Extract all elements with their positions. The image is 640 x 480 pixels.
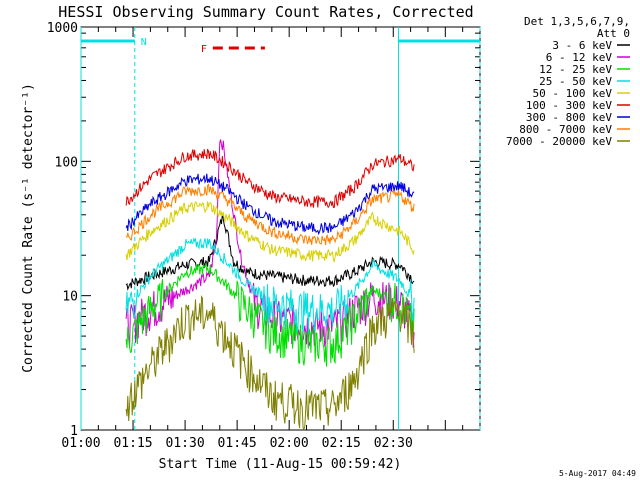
legend-label: 6 - 12 keV xyxy=(546,51,613,64)
legend-label: 7000 - 20000 keV xyxy=(506,135,612,148)
x-tick-label: 01:15 xyxy=(113,436,152,451)
legend-label: 25 - 50 keV xyxy=(539,75,612,88)
y-tick-label: 10 xyxy=(62,290,78,305)
y-tick-label: 1 xyxy=(70,424,78,439)
series-line xyxy=(125,139,415,349)
y-axis-label: Corrected Count Rate (s⁻¹ detector⁻¹) xyxy=(21,83,36,373)
x-axis-label: Start Time (11-Aug-15 00:59:42) xyxy=(159,457,402,472)
series-line xyxy=(125,237,415,334)
legend-label: 50 - 100 keV xyxy=(533,87,613,100)
series-line xyxy=(125,148,415,209)
night-label: N xyxy=(141,37,147,48)
legend-header-line2: Att 0 xyxy=(597,27,630,40)
series-line xyxy=(125,173,415,236)
x-tick-label: 02:15 xyxy=(322,436,361,451)
y-tick-label: 100 xyxy=(55,155,78,170)
x-tick-label: 02:30 xyxy=(374,436,413,451)
series-line xyxy=(125,201,415,263)
night-markers: N xyxy=(80,27,481,430)
series-line xyxy=(125,295,415,431)
plot-frame xyxy=(80,26,481,431)
x-tick-label: 01:30 xyxy=(166,436,205,451)
series-line xyxy=(125,183,415,246)
legend-label: 300 - 800 keV xyxy=(526,111,612,124)
series-line xyxy=(125,262,415,367)
x-axis: 01:00 01:15 01:30 01:45 02:00 02:15 02:30 xyxy=(61,27,481,451)
chart-title: HESSI Observing Summary Count Rates, Cor… xyxy=(58,3,473,21)
series-line xyxy=(125,213,415,291)
x-tick-label: 01:45 xyxy=(218,436,257,451)
series-lines xyxy=(125,139,415,431)
y-tick-label: 1000 xyxy=(47,21,78,36)
footer-timestamp: 5-Aug-2017 04:49 xyxy=(559,469,636,478)
flare-marker: F xyxy=(201,44,265,55)
y-axis: 1 10 100 1000 xyxy=(47,21,480,439)
flare-label: F xyxy=(201,44,207,55)
legend-label: 100 - 300 keV xyxy=(526,99,612,112)
legend-label: 3 - 6 keV xyxy=(552,39,612,52)
x-tick-label: 02:00 xyxy=(270,436,309,451)
legend-label: 12 - 25 keV xyxy=(539,63,612,76)
legend-label: 800 - 7000 keV xyxy=(519,123,612,136)
legend-header-line1: Det 1,3,5,6,7,9, xyxy=(524,15,630,28)
x-tick-label: 01:00 xyxy=(61,436,100,451)
